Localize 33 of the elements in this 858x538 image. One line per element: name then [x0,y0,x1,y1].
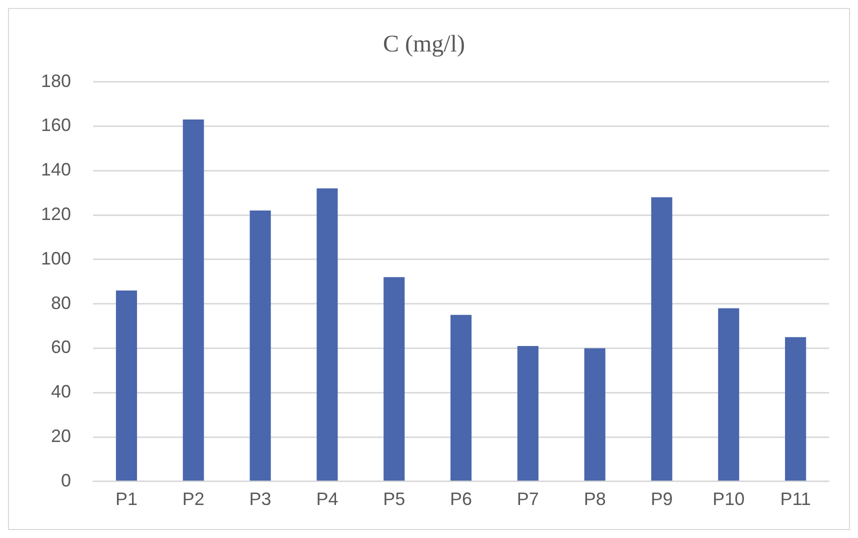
x-tick-label: P9 [650,489,673,510]
y-tick-label: 120 [40,204,72,224]
x-tick-label: P7 [516,489,539,510]
y-tick-label: 180 [40,70,72,91]
x-tick-label: P2 [182,489,204,510]
y-tick-label: 0 [61,470,72,490]
y-tick-label: 40 [51,382,72,402]
y-tick-label: 160 [40,115,72,136]
y-tick-label: 140 [40,160,72,180]
bar [250,210,271,481]
chart-title: C (mg/l) [383,32,465,58]
y-tick-label: 80 [51,292,72,313]
x-tick-label: P4 [316,489,338,510]
y-tick-label: 20 [51,426,72,446]
y-tick-label: 60 [51,337,72,358]
x-tick-label: P8 [584,489,606,510]
x-tick-label: P6 [450,489,472,510]
bar [316,188,338,481]
bar [651,197,672,481]
bar [517,346,538,481]
x-tick-label: P3 [249,489,272,510]
bar [718,308,740,481]
x-tick-label: P11 [780,489,811,510]
bar [116,290,138,481]
bar [584,348,606,481]
x-tick-label: P10 [712,489,745,510]
x-tick-label: P1 [115,489,138,510]
x-tick-label: P5 [383,489,406,510]
bar [785,337,806,481]
y-tick-label: 100 [40,248,72,268]
bar [384,277,405,481]
bar [182,120,204,481]
bar [450,314,472,481]
